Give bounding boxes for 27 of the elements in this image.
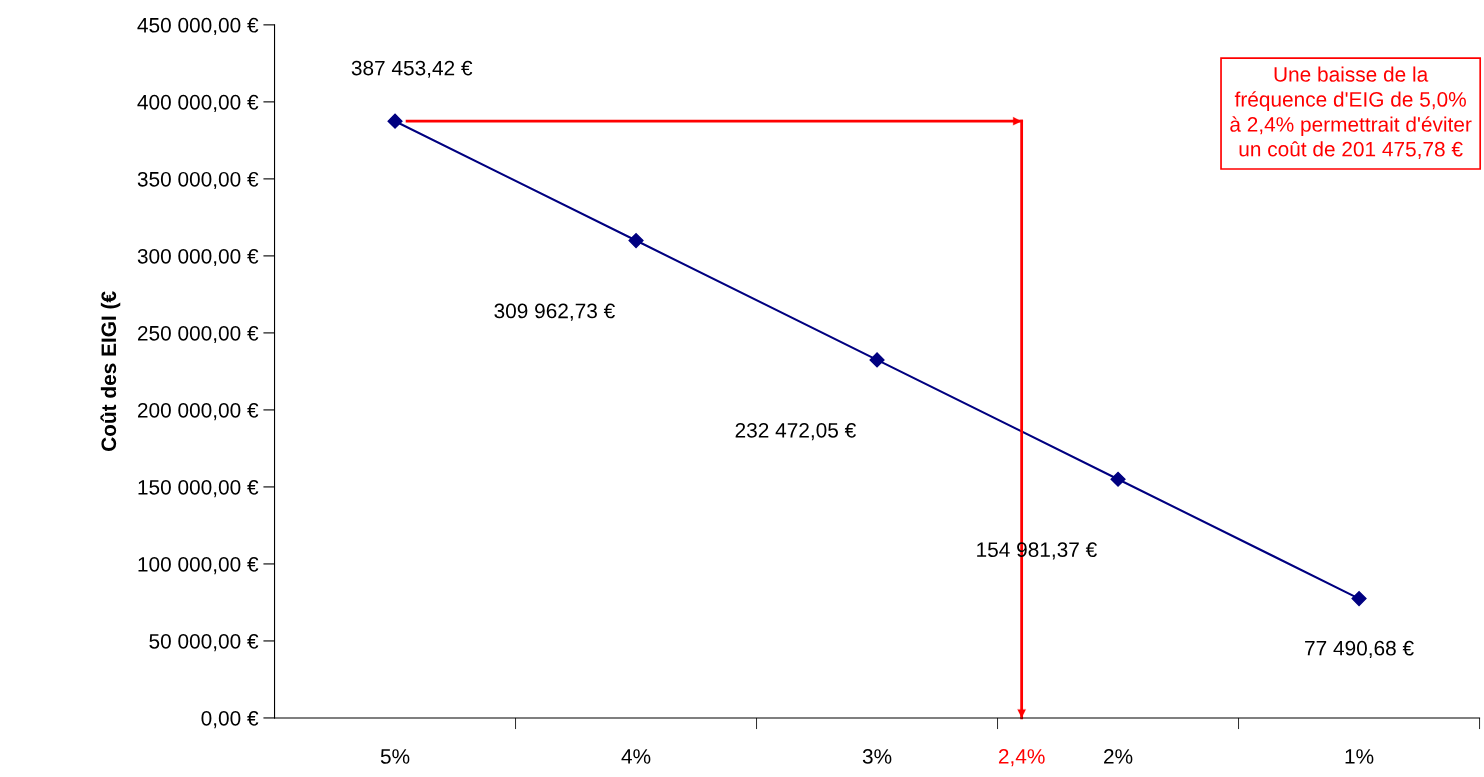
ref-line-label: 2,4% xyxy=(998,749,1045,767)
data-label: 232 472,05 € xyxy=(735,422,856,441)
y-axis-title: Coût des EIGI (€ xyxy=(100,291,121,451)
x-tick-label: 5% xyxy=(380,749,410,764)
y-tick-label: 250 000,00 € xyxy=(137,325,259,344)
point xyxy=(628,232,644,249)
x-tick-label: 3% xyxy=(862,749,892,764)
y-tick-label: 300 000,00 € xyxy=(137,248,259,267)
y-tick-label: 350 000,00 € xyxy=(137,171,259,190)
data-label: 309 962,73 € xyxy=(494,303,615,321)
y-tick-label: 400 000,00 € xyxy=(137,94,259,113)
y-tick-label: 450 000,00 € xyxy=(137,17,259,36)
data-label: 77 490,68 € xyxy=(1305,640,1414,659)
x-tick-label: 2% xyxy=(1104,749,1133,764)
data-label: 387 453,42 € xyxy=(351,60,473,78)
point xyxy=(387,113,403,129)
point xyxy=(1351,591,1367,607)
y-tick-label: 150 000,00 € xyxy=(138,479,259,498)
y-tick-label: 200 000,00 € xyxy=(137,402,259,421)
x-tick-label: 4% xyxy=(621,749,651,764)
y-tick-label: 50 000,00 € xyxy=(149,633,259,652)
point xyxy=(869,352,885,368)
annotation: Une baisse de la fréquence d'EIG de 5,0% à 2,4% permettrait d'éviter un coût de 201 475,78 € xyxy=(1230,66,1472,159)
y-tick-label: 0,00 € xyxy=(201,710,259,729)
x-tick-label: 1% xyxy=(1345,749,1374,764)
y-tick-label: 100 000,00 € xyxy=(138,556,259,575)
point xyxy=(1110,471,1126,487)
